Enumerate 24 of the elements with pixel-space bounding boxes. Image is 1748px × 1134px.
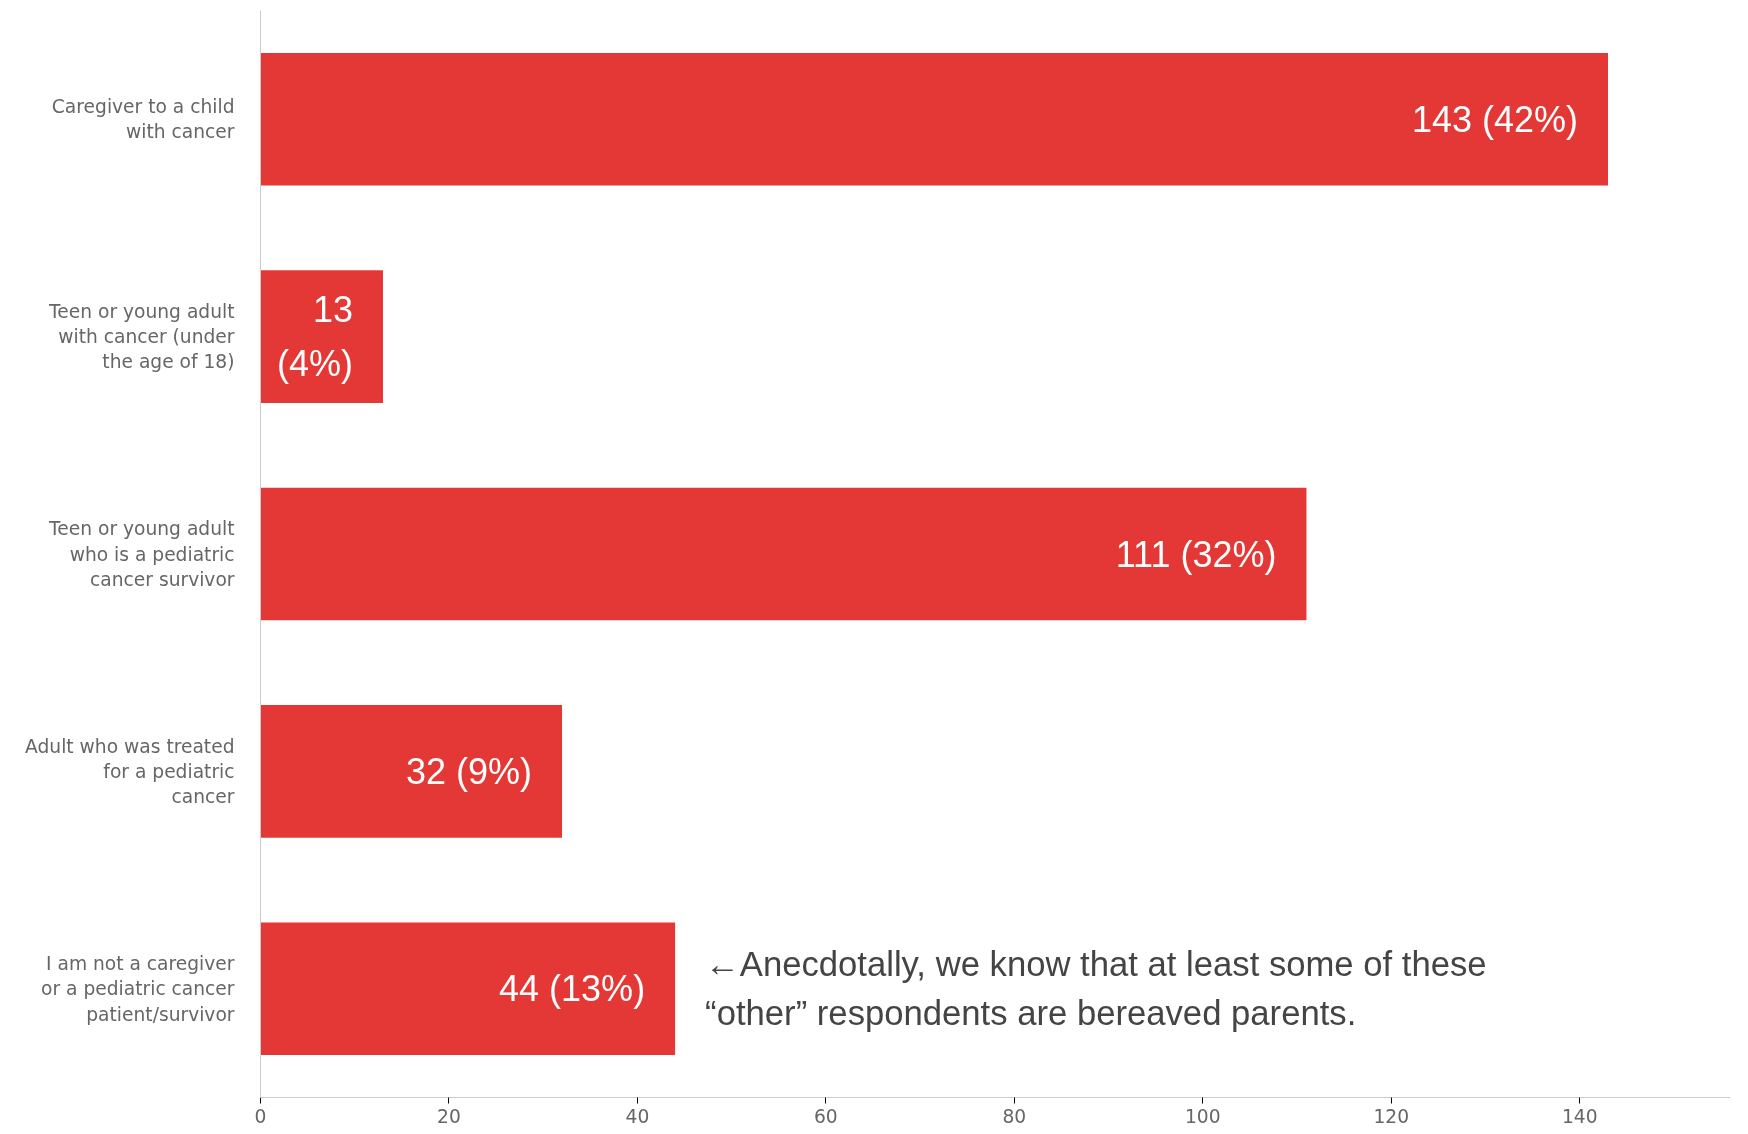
bar [260,487,1307,621]
x-tick-label: 0 [254,1105,267,1127]
bar [260,922,676,1056]
y-tick-label: I am not a caregiver or a pediatric cancer patient/survivor [41,953,235,1025]
data-label: 44 (13%) [499,968,646,1010]
bar [260,270,383,403]
y-tick-label: Teen or young adult who is a pediatric cancer survivor [48,518,235,590]
x-tick-label: 120 [1373,1105,1410,1127]
y-tick-label: Caregiver to a child with cancer [51,96,235,143]
y-tick-label: Adult who was treated for a pediatric cancer [25,735,235,808]
x-tick-label: 140 [1561,1105,1598,1127]
annotation: ←Anecdotally, we know that at least some of these “other” respondents are bereaved parents. [705,945,1487,1033]
x-tick-label: 40 [625,1105,650,1127]
x-tick-label: 80 [1002,1105,1027,1127]
y-tick-label: Teen or young adult with cancer (under the age of 18) [48,300,235,373]
data-label: 143 (42%) [1411,98,1579,140]
x-tick-label: 100 [1185,1105,1221,1127]
x-tick-label: 20 [437,1105,461,1127]
data-label: 32 (9%) [405,750,533,792]
x-tick-label: 60 [814,1105,838,1127]
bar [260,52,1608,186]
data-label: 111 (32%) [1115,533,1277,575]
bar [260,705,563,838]
data-label: 13 (4%) [276,289,354,384]
